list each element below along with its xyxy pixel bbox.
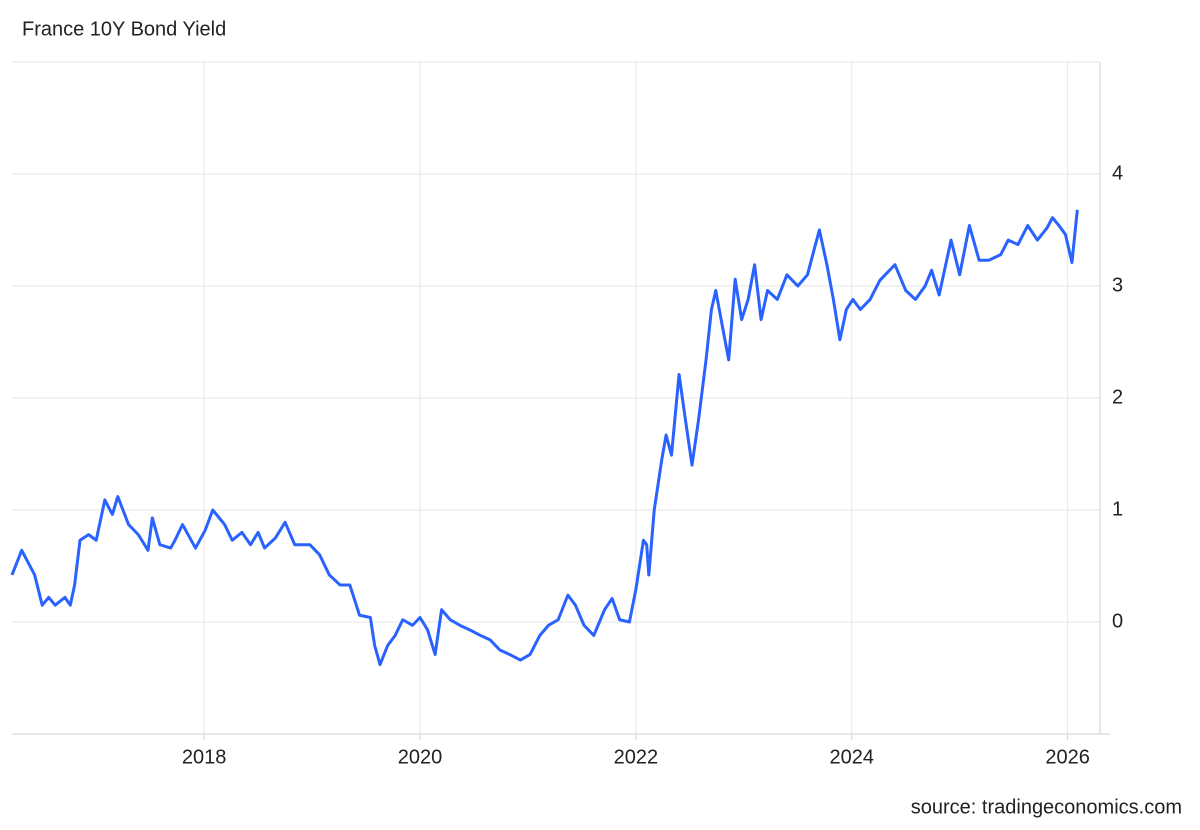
x-tick-label: 2026 xyxy=(1045,746,1090,768)
y-tick-label: 4 xyxy=(1112,162,1123,184)
y-tick-label: 2 xyxy=(1112,386,1123,408)
x-tick-label: 2024 xyxy=(829,746,874,768)
y-tick-label: 0 xyxy=(1112,610,1123,632)
data-line xyxy=(10,209,1079,667)
x-tick-label: 2020 xyxy=(398,746,443,768)
y-tick-label: 3 xyxy=(1112,274,1123,296)
x-tick-label: 2018 xyxy=(182,746,227,768)
chart-title: France 10Y Bond Yield xyxy=(22,18,226,40)
x-tick-label: 2022 xyxy=(614,746,659,768)
y-tick-label: 1 xyxy=(1112,498,1123,520)
source-note: source: tradingeconomics.com xyxy=(911,796,1182,818)
